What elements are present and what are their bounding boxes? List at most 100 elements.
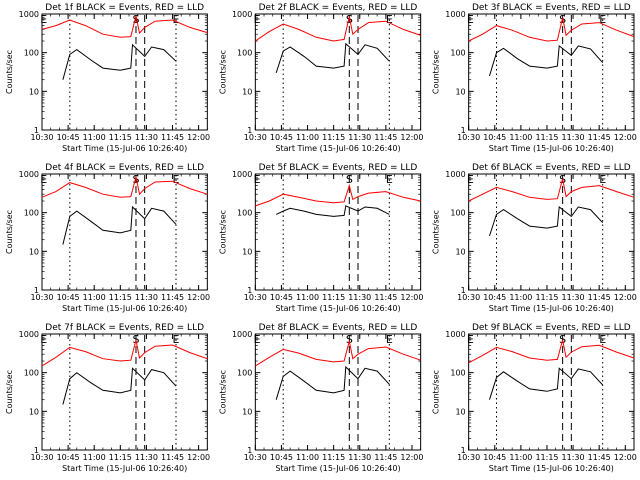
event-marker-label: S bbox=[559, 333, 566, 346]
events-series-line bbox=[489, 44, 604, 77]
x-axis-label: Start Time (15-Jul-06 10:26:40) bbox=[489, 464, 614, 473]
x-tick-label: 12:00 bbox=[187, 133, 210, 142]
y-axis-label: Counts/sec bbox=[432, 370, 441, 414]
x-tick-label: 11:15 bbox=[535, 133, 558, 142]
x-tick-label: 10:45 bbox=[270, 453, 293, 462]
x-tick-label: 11:00 bbox=[83, 133, 106, 142]
x-axis-label: Start Time (15-Jul-06 10:26:40) bbox=[275, 464, 400, 473]
lld-series-line bbox=[41, 176, 208, 198]
event-marker-label: E bbox=[599, 173, 606, 186]
events-series-line bbox=[275, 205, 390, 217]
y-tick-label: 10 bbox=[29, 87, 39, 96]
y-axis-label: Counts/sec bbox=[218, 210, 227, 254]
x-tick-label: 11:15 bbox=[109, 453, 132, 462]
x-tick-label: 12:00 bbox=[400, 293, 423, 302]
y-tick-label: 100 bbox=[450, 49, 465, 58]
plot-frame bbox=[41, 13, 208, 131]
x-tick-label: 10:30 bbox=[244, 453, 267, 462]
detector-plot-3: Det 3f BLACK = Events, RED = LLD 1 10 100 10… bbox=[432, 3, 637, 153]
y-tick-label: 10 bbox=[242, 247, 252, 256]
x-tick-label: 10:45 bbox=[57, 453, 80, 462]
y-tick-label: 1000 bbox=[232, 10, 252, 19]
events-series-line bbox=[62, 205, 177, 245]
x-tick-label: 10:30 bbox=[30, 133, 53, 142]
y-tick-label: 1 bbox=[461, 126, 466, 135]
x-tick-label: 12:00 bbox=[614, 133, 637, 142]
events-series-line bbox=[62, 367, 177, 405]
x-tick-label: 11:15 bbox=[535, 293, 558, 302]
x-tick-label: 12:00 bbox=[187, 453, 210, 462]
x-tick-label: 12:00 bbox=[614, 453, 637, 462]
event-marker-label: E bbox=[467, 173, 474, 186]
x-tick-label: 11:00 bbox=[83, 453, 106, 462]
detector-plot-6: Det 6f BLACK = Events, RED = LLD 1 10 100 10… bbox=[432, 163, 637, 313]
event-marker-label: E bbox=[386, 13, 393, 26]
y-tick-label: 1 bbox=[247, 126, 252, 135]
plot-title: Det 3f BLACK = Events, RED = LLD bbox=[472, 3, 631, 13]
y-tick-label: 1 bbox=[34, 446, 39, 455]
x-tick-label: 11:00 bbox=[83, 293, 106, 302]
x-tick-label: 11:45 bbox=[588, 293, 611, 302]
y-tick-label: 10 bbox=[455, 407, 465, 416]
y-axis-label: Counts/sec bbox=[5, 370, 14, 414]
y-tick-label: 1000 bbox=[232, 330, 252, 339]
x-tick-label: 11:45 bbox=[161, 453, 184, 462]
plot-title: Det 7f BLACK = Events, RED = LLD bbox=[45, 323, 204, 333]
x-tick-label: 11:30 bbox=[348, 453, 371, 462]
y-tick-label: 1000 bbox=[19, 170, 39, 179]
detector-plot-7: Det 7f BLACK = Events, RED = LLD 1 10 100 10… bbox=[5, 323, 210, 473]
x-tick-label: 11:30 bbox=[135, 453, 158, 462]
plot-title: Det 8f BLACK = Events, RED = LLD bbox=[259, 323, 418, 333]
x-tick-label: 11:30 bbox=[562, 133, 585, 142]
plot-title: Det 5f BLACK = Events, RED = LLD bbox=[259, 163, 418, 173]
y-tick-label: 100 bbox=[24, 49, 39, 58]
event-marker-label: S bbox=[346, 333, 353, 346]
x-axis-label: Start Time (15-Jul-06 10:26:40) bbox=[62, 144, 187, 153]
plot-title: Det 9f BLACK = Events, RED = LLD bbox=[472, 323, 631, 333]
lld-series-line bbox=[468, 178, 635, 202]
y-tick-label: 100 bbox=[450, 369, 465, 378]
y-axis-label: Counts/sec bbox=[432, 50, 441, 94]
x-tick-label: 11:00 bbox=[509, 133, 532, 142]
event-marker-label: S bbox=[346, 173, 353, 186]
y-tick-label: 10 bbox=[29, 247, 39, 256]
x-tick-label: 10:30 bbox=[457, 133, 480, 142]
x-tick-label: 11:15 bbox=[322, 133, 345, 142]
x-tick-label: 11:15 bbox=[322, 453, 345, 462]
plot-frame bbox=[468, 333, 635, 451]
detector-plot-2: Det 2f BLACK = Events, RED = LLD 1 10 100 10… bbox=[218, 3, 423, 153]
plot-frame bbox=[41, 333, 208, 451]
y-tick-label: 1 bbox=[34, 126, 39, 135]
x-tick-label: 10:45 bbox=[270, 133, 293, 142]
plot-title: Det 6f BLACK = Events, RED = LLD bbox=[472, 163, 631, 173]
x-tick-label: 11:15 bbox=[109, 133, 132, 142]
x-tick-label: 11:45 bbox=[374, 133, 397, 142]
y-axis-label: Counts/sec bbox=[5, 210, 14, 254]
y-tick-label: 1000 bbox=[445, 330, 465, 339]
event-marker-label: S bbox=[132, 13, 139, 26]
y-tick-label: 1000 bbox=[445, 170, 465, 179]
event-marker-label: E bbox=[599, 13, 606, 26]
plot-frame bbox=[254, 13, 422, 131]
event-marker-label: E bbox=[386, 333, 393, 346]
y-tick-label: 1000 bbox=[445, 10, 465, 19]
event-marker-label: E bbox=[254, 13, 261, 26]
events-series-line bbox=[275, 42, 390, 74]
x-tick-label: 10:30 bbox=[30, 293, 53, 302]
y-tick-label: 100 bbox=[450, 209, 465, 218]
x-tick-label: 11:45 bbox=[161, 293, 184, 302]
x-tick-label: 11:45 bbox=[374, 453, 397, 462]
detector-plot-5: Det 5f BLACK = Events, RED = LLD 1 10 100 10… bbox=[218, 163, 423, 313]
y-tick-label: 10 bbox=[242, 87, 252, 96]
plot-title: Det 1f BLACK = Events, RED = LLD bbox=[45, 3, 204, 13]
event-marker-label: E bbox=[173, 173, 180, 186]
lld-series-line bbox=[468, 339, 635, 364]
lld-series-line bbox=[468, 17, 635, 42]
x-tick-label: 11:30 bbox=[562, 293, 585, 302]
x-tick-label: 10:30 bbox=[30, 453, 53, 462]
x-tick-label: 11:30 bbox=[135, 293, 158, 302]
x-tick-label: 11:45 bbox=[588, 453, 611, 462]
x-tick-label: 10:45 bbox=[57, 293, 80, 302]
lld-series-line bbox=[255, 183, 421, 207]
x-tick-label: 10:45 bbox=[483, 453, 506, 462]
